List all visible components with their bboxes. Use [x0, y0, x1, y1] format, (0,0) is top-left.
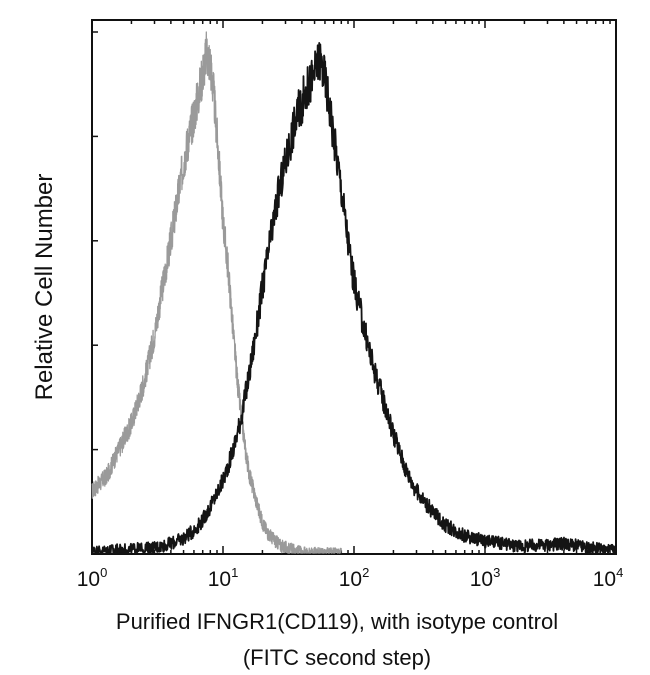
y-axis-label: Relative Cell Number	[31, 174, 58, 401]
series-layer	[91, 31, 617, 554]
x-axis-label-line1: Purified IFNGR1(CD119), with isotype con…	[116, 609, 558, 634]
series-isotype-control	[91, 31, 342, 554]
x-axis-label-line2: (FITC second step)	[243, 645, 431, 670]
y-axis-ticks	[92, 31, 98, 451]
x-axis-ticks	[91, 20, 611, 554]
x-tick-label: 101	[208, 565, 239, 591]
series-ifngr1	[91, 42, 617, 554]
x-tick-label: 100	[77, 565, 108, 591]
x-tick-label: 103	[470, 565, 501, 591]
x-tick-label: 104	[593, 565, 624, 591]
x-tick-labels: 100 101 102 103 104	[77, 565, 624, 591]
x-tick-label: 102	[339, 565, 370, 591]
